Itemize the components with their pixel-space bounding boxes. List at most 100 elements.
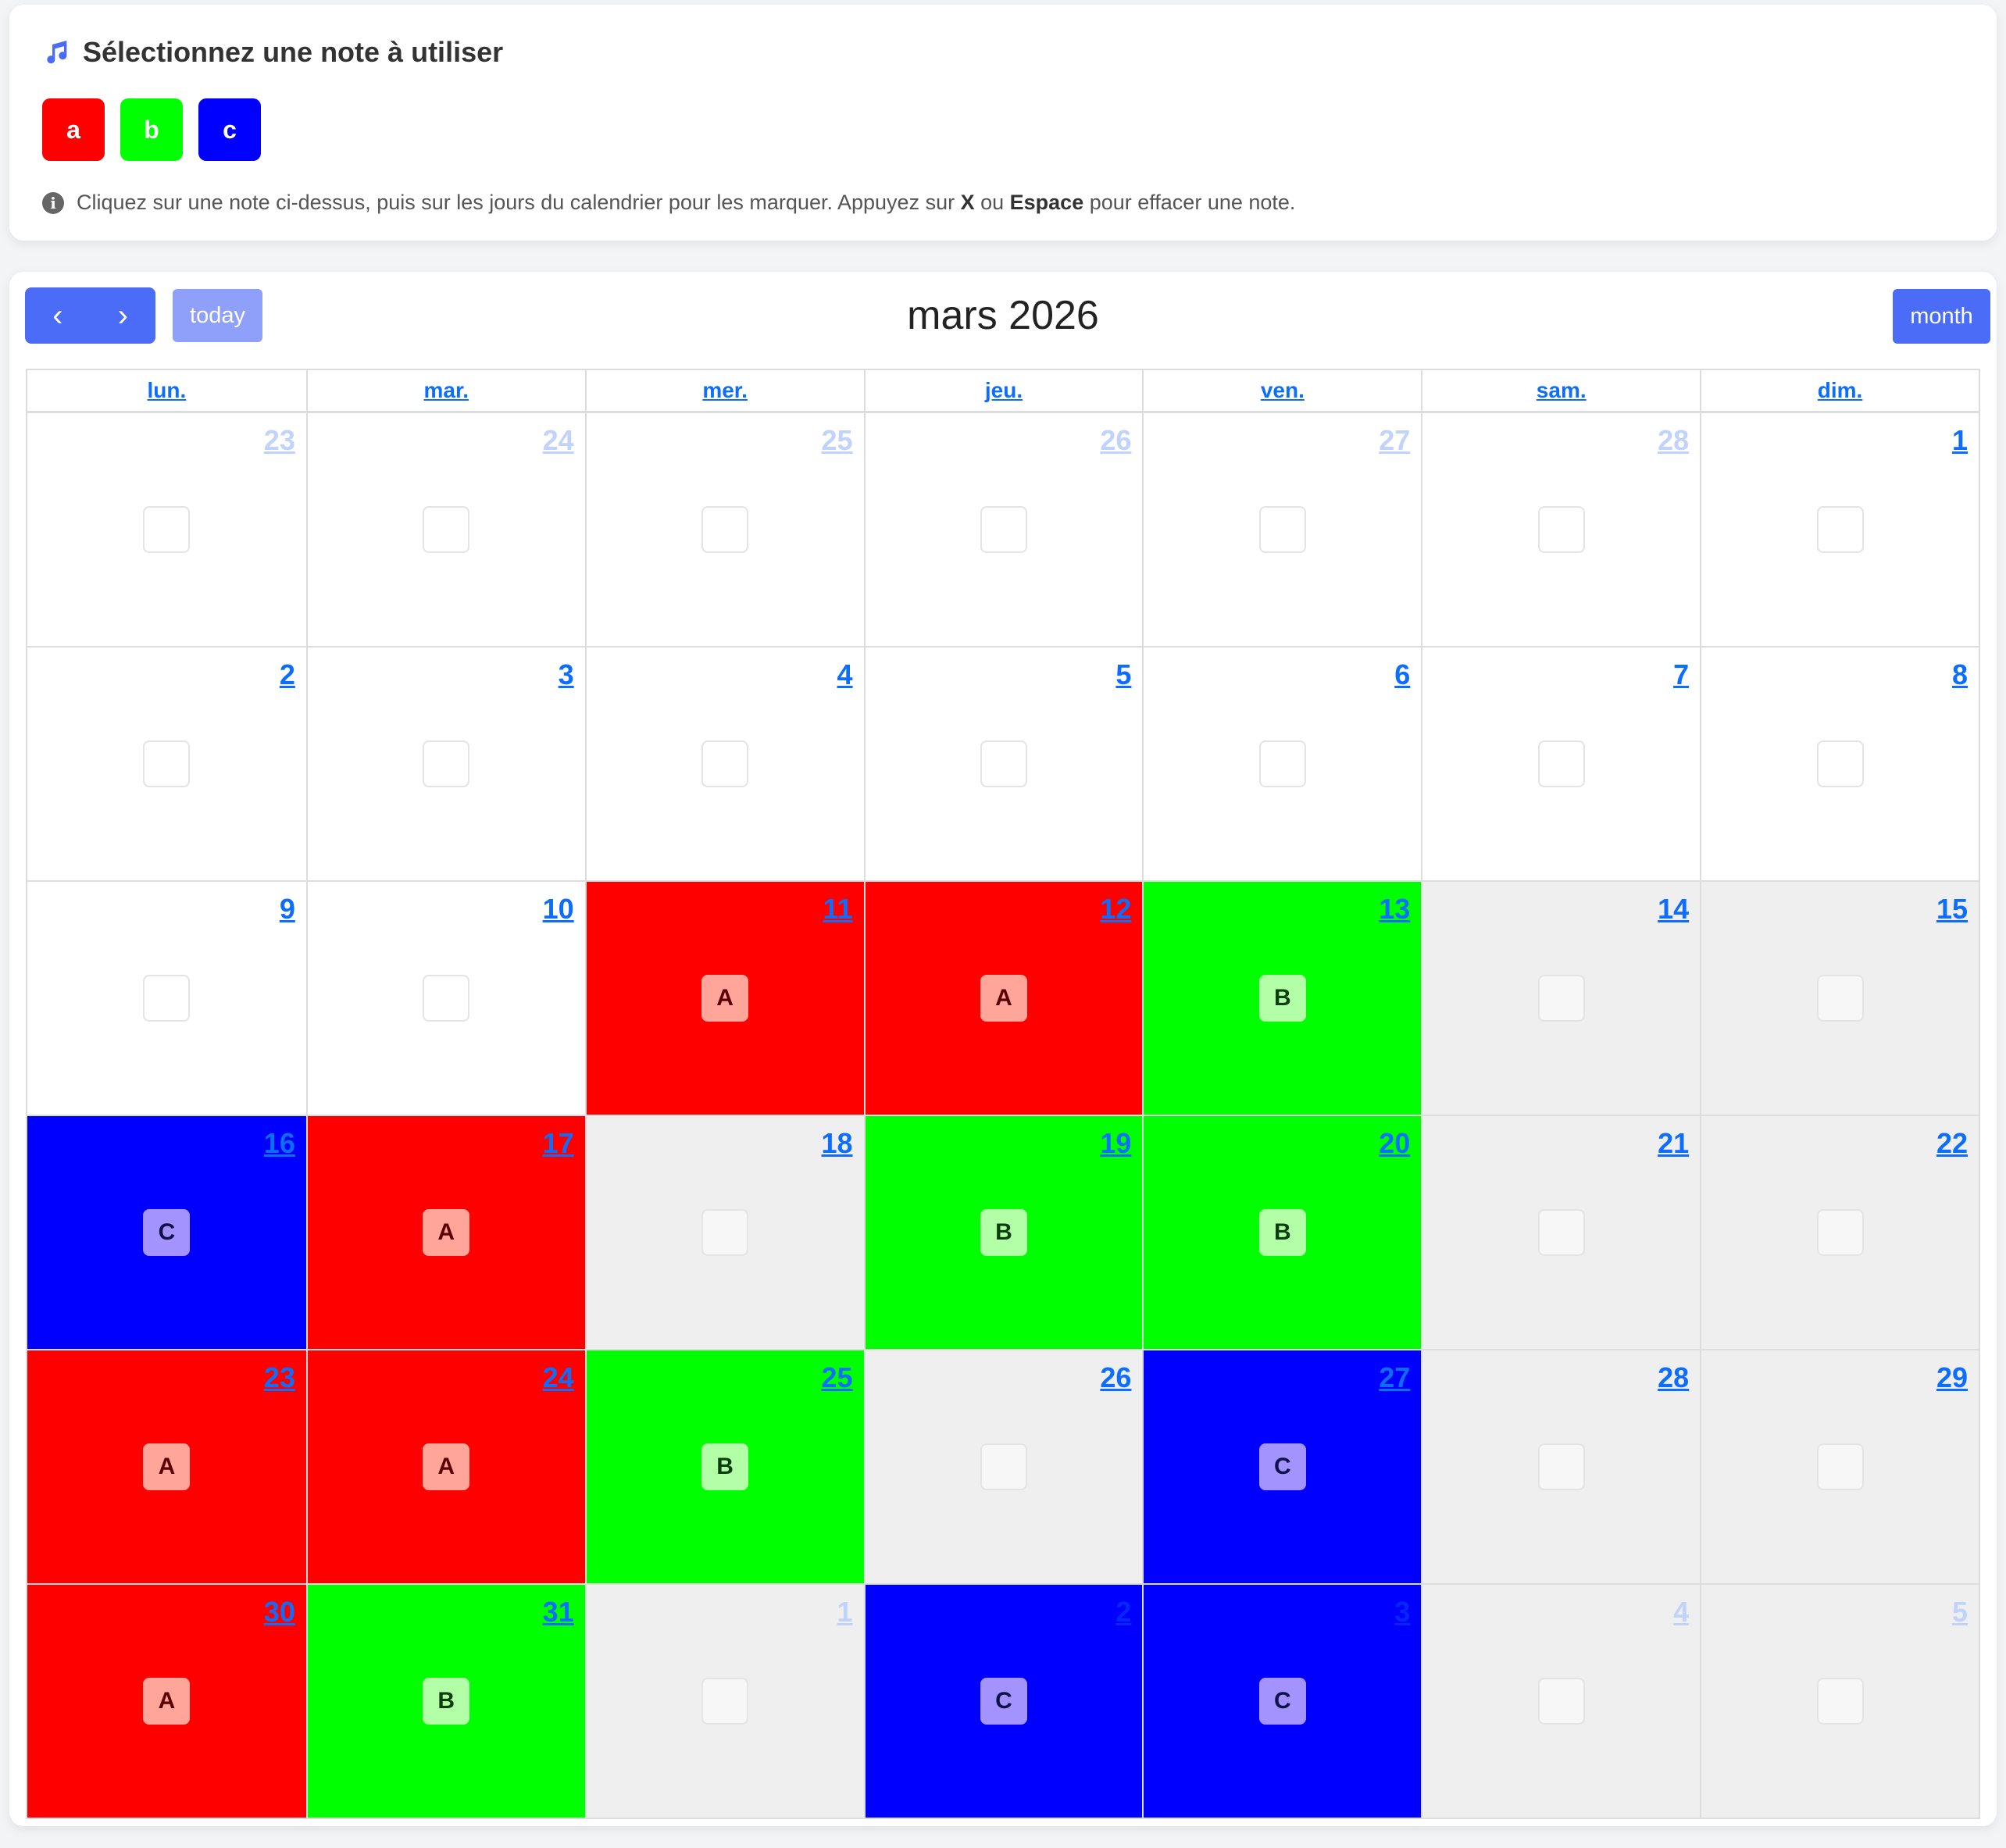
weekday-1[interactable]: mar. <box>305 370 585 411</box>
day-number[interactable]: 7 <box>1673 658 1690 690</box>
day-number[interactable]: 27 <box>1379 424 1411 456</box>
day-number[interactable]: 22 <box>1936 1127 1968 1159</box>
day-cell[interactable]: 17 A <box>305 1116 585 1349</box>
day-number[interactable]: 13 <box>1379 893 1411 925</box>
note-button-a[interactable]: a <box>42 98 105 161</box>
day-cell[interactable]: 13 B <box>1142 882 1422 1115</box>
day-cell[interactable]: 25 <box>584 413 864 646</box>
day-number[interactable]: 21 <box>1658 1127 1690 1159</box>
day-cell[interactable]: 5 <box>863 648 1143 880</box>
day-number[interactable]: 16 <box>263 1127 295 1159</box>
day-cell[interactable]: 1 <box>584 1585 864 1818</box>
day-number[interactable]: 17 <box>542 1127 574 1159</box>
weekday-3[interactable]: jeu. <box>863 370 1143 411</box>
day-cell[interactable]: 24 <box>305 413 585 646</box>
day-number[interactable]: 25 <box>821 1361 853 1393</box>
weekday-0[interactable]: lun. <box>147 378 187 402</box>
day-number[interactable]: 31 <box>542 1596 574 1628</box>
day-number[interactable]: 10 <box>542 893 574 925</box>
month-view-button[interactable]: month <box>1893 289 1990 344</box>
day-cell[interactable]: 22 <box>1700 1116 1979 1349</box>
day-cell[interactable]: 8 <box>1700 648 1979 880</box>
day-number[interactable]: 2 <box>279 658 295 690</box>
day-cell[interactable]: 12 A <box>863 882 1143 1115</box>
day-number[interactable]: 11 <box>823 893 853 925</box>
day-number[interactable]: 12 <box>1100 893 1132 925</box>
day-number[interactable]: 24 <box>542 424 574 456</box>
day-number[interactable]: 23 <box>263 1361 295 1393</box>
weekday-4[interactable]: ven. <box>1142 370 1421 411</box>
note-button-b[interactable]: b <box>120 98 183 161</box>
day-cell[interactable]: 7 <box>1421 648 1700 880</box>
day-number[interactable]: 8 <box>1951 658 1968 690</box>
day-cell[interactable]: 4 <box>584 648 864 880</box>
day-number[interactable]: 9 <box>279 893 295 925</box>
day-cell[interactable]: 2 <box>27 648 306 880</box>
day-cell[interactable]: 4 <box>1421 1585 1701 1818</box>
day-number[interactable]: 24 <box>542 1361 574 1393</box>
day-cell[interactable]: 31 B <box>305 1585 585 1818</box>
day-number[interactable]: 19 <box>1100 1127 1132 1159</box>
day-cell[interactable]: 28 <box>1421 1350 1701 1583</box>
day-number[interactable]: 30 <box>263 1596 295 1628</box>
day-number[interactable]: 5 <box>1115 658 1132 690</box>
day-number[interactable]: 18 <box>821 1127 853 1159</box>
weekday-5[interactable]: sam. <box>1421 370 1700 411</box>
day-cell[interactable]: 27 <box>1142 413 1421 646</box>
day-cell[interactable]: 23 A <box>27 1350 306 1583</box>
day-number[interactable]: 29 <box>1936 1361 1968 1393</box>
weekday-6[interactable]: dim. <box>1700 370 1979 411</box>
day-cell[interactable]: 3 <box>305 648 585 880</box>
day-number[interactable]: 26 <box>1100 1361 1132 1393</box>
day-cell[interactable]: 30 A <box>27 1585 306 1818</box>
note-badge <box>1537 1209 1585 1256</box>
day-number[interactable]: 15 <box>1936 893 1968 925</box>
day-cell[interactable]: 16 C <box>27 1116 306 1349</box>
day-number[interactable]: 3 <box>1394 1596 1411 1628</box>
day-cell[interactable]: 20 B <box>1142 1116 1422 1349</box>
weekday-2[interactable]: mer. <box>584 370 864 411</box>
next-month-button[interactable]: › <box>91 287 156 344</box>
day-cell[interactable]: 24 A <box>305 1350 585 1583</box>
day-cell[interactable]: 23 <box>27 413 306 646</box>
day-number[interactable]: 1 <box>1951 424 1968 456</box>
day-cell[interactable]: 11 A <box>584 882 864 1115</box>
day-number[interactable]: 28 <box>1658 1361 1690 1393</box>
day-cell[interactable]: 28 <box>1421 413 1700 646</box>
day-number[interactable]: 23 <box>263 424 295 456</box>
day-number[interactable]: 2 <box>1115 1596 1132 1628</box>
day-cell[interactable]: 26 <box>863 413 1143 646</box>
day-number[interactable]: 3 <box>558 658 574 690</box>
day-cell[interactable]: 26 <box>863 1350 1143 1583</box>
day-cell[interactable]: 29 <box>1700 1350 1979 1583</box>
day-cell[interactable]: 6 <box>1142 648 1421 880</box>
day-number[interactable]: 25 <box>821 424 853 456</box>
day-cell[interactable]: 9 <box>27 882 306 1115</box>
day-cell[interactable]: 18 <box>584 1116 864 1349</box>
day-cell[interactable]: 25 B <box>584 1350 864 1583</box>
day-cell[interactable]: 5 <box>1700 1585 1979 1818</box>
day-number[interactable]: 4 <box>1673 1596 1690 1628</box>
prev-month-button[interactable]: ‹ <box>25 287 91 344</box>
day-number[interactable]: 27 <box>1379 1361 1411 1393</box>
day-number[interactable]: 6 <box>1394 658 1411 690</box>
day-cell[interactable]: 10 <box>305 882 585 1115</box>
day-cell[interactable]: 1 <box>1700 413 1979 646</box>
day-cell[interactable]: 14 <box>1421 882 1701 1115</box>
note-button-c[interactable]: c <box>198 98 261 161</box>
day-cell[interactable]: 27 C <box>1142 1350 1422 1583</box>
day-number[interactable]: 5 <box>1951 1596 1968 1628</box>
day-number[interactable]: 28 <box>1658 424 1690 456</box>
today-button[interactable]: today <box>173 289 262 342</box>
day-number[interactable]: 20 <box>1379 1127 1411 1159</box>
day-cell[interactable]: 19 B <box>863 1116 1143 1349</box>
day-cell[interactable]: 21 <box>1421 1116 1701 1349</box>
day-cell[interactable]: 15 <box>1700 882 1979 1115</box>
day-number[interactable]: 14 <box>1658 893 1690 925</box>
day-number[interactable]: 4 <box>837 658 853 690</box>
day-number[interactable]: 1 <box>837 1596 853 1628</box>
day-number[interactable]: 26 <box>1100 424 1132 456</box>
note-badge <box>1537 975 1585 1022</box>
